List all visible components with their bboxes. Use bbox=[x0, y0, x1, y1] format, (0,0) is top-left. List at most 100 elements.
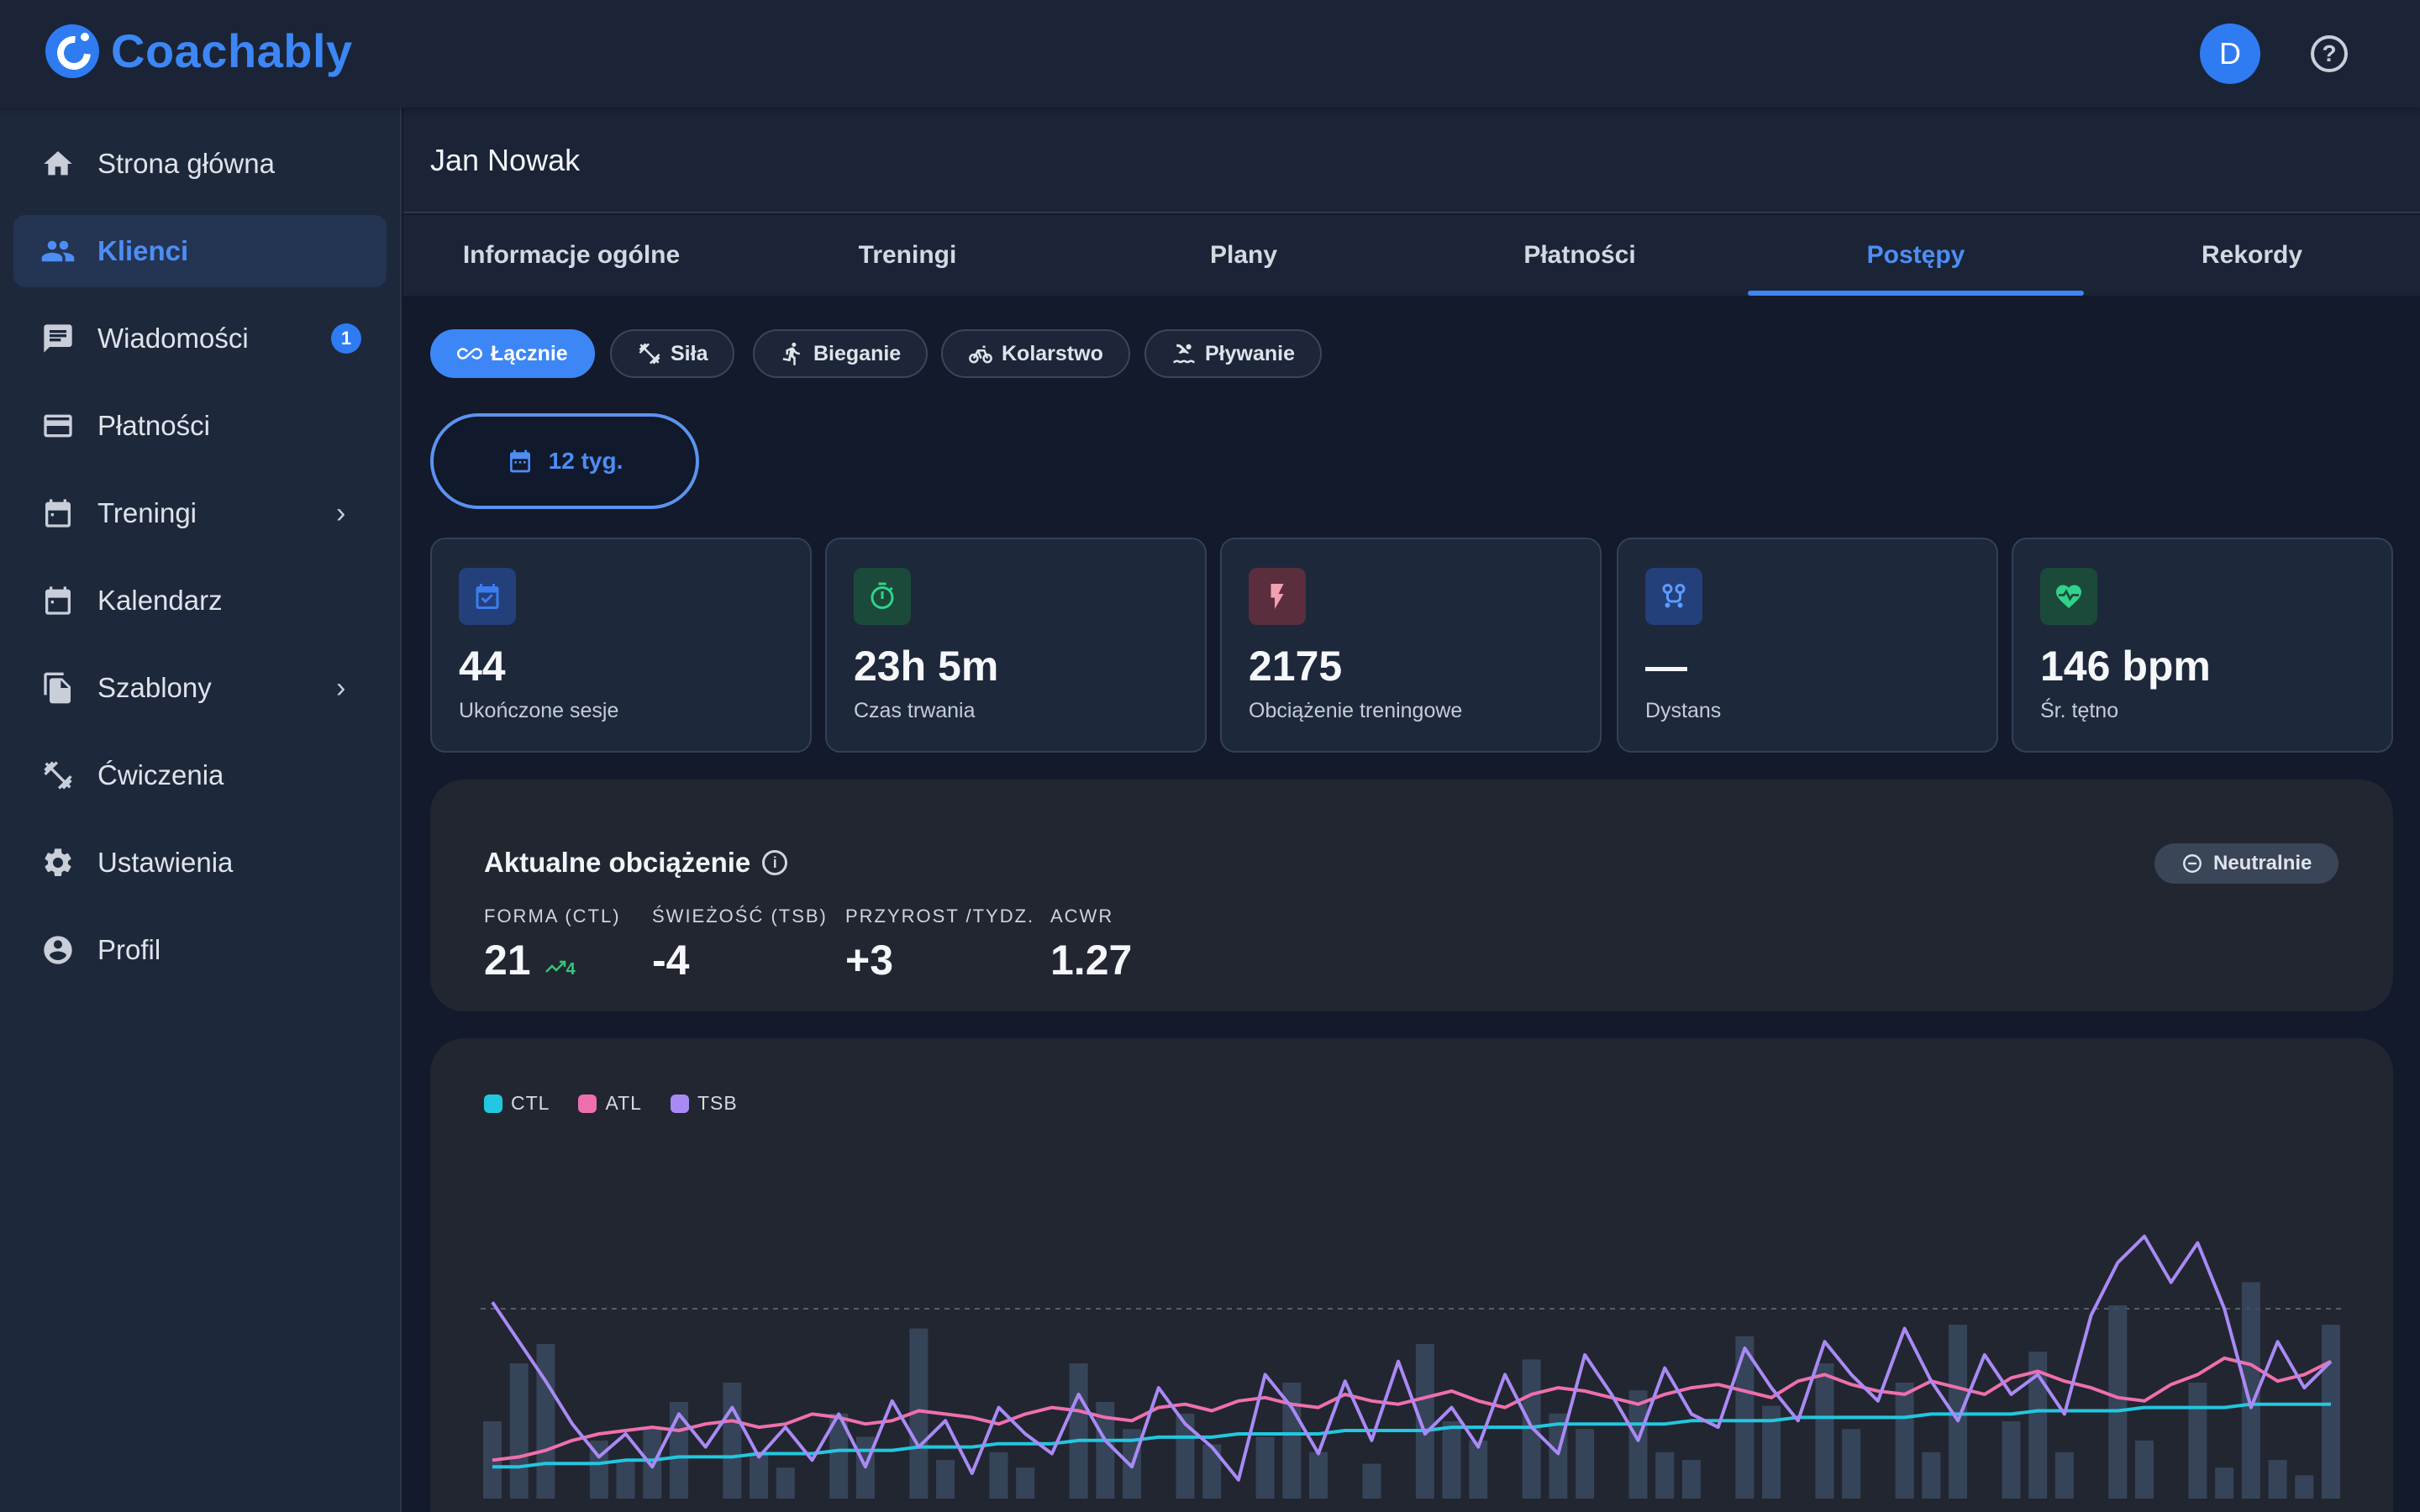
stat-card-duration: 23h 5m Czas trwania bbox=[825, 538, 1207, 753]
filter-chip-swimming[interactable]: Pływanie bbox=[1144, 329, 1322, 378]
tab-plans[interactable]: Plany bbox=[1209, 241, 1278, 269]
metric-label: FORMA (CTL) bbox=[484, 906, 621, 927]
calendar-icon bbox=[40, 583, 76, 618]
sidebar-item-calendar[interactable]: Kalendarz bbox=[13, 564, 387, 637]
timer-icon bbox=[854, 568, 911, 625]
chart-legend: CTL ATL TSB bbox=[484, 1092, 738, 1115]
stat-label: Ukończone sesje bbox=[459, 699, 619, 722]
sidebar-item-label: Ustawienia bbox=[97, 847, 234, 878]
credit-card-icon bbox=[40, 408, 76, 444]
metric-ctl: FORMA (CTL) 21 4 bbox=[484, 906, 621, 984]
chevron-right-icon: › bbox=[336, 671, 346, 704]
stat-value: 2175 bbox=[1249, 643, 1343, 690]
stat-card-sessions: 44 Ukończone sesje bbox=[430, 538, 812, 753]
period-selector[interactable]: 12 tyg. bbox=[430, 413, 699, 509]
stat-label: Śr. tętno bbox=[2040, 699, 2119, 722]
load-bar bbox=[2054, 1452, 2074, 1499]
load-bar bbox=[536, 1344, 555, 1499]
chip-label: Pływanie bbox=[1205, 341, 1295, 365]
stat-value: — bbox=[1645, 643, 1687, 690]
load-bar bbox=[1815, 1363, 1834, 1499]
copy-icon bbox=[40, 670, 76, 706]
load-bar bbox=[509, 1363, 529, 1499]
load-bar bbox=[2268, 1460, 2287, 1499]
sidebar-item-profile[interactable]: Profil bbox=[13, 914, 387, 986]
stat-value: 146 bpm bbox=[2040, 643, 2211, 690]
sidebar-item-settings[interactable]: Ustawienia bbox=[13, 827, 387, 899]
stat-value: 44 bbox=[459, 643, 506, 690]
tab-progress[interactable]: Postępy bbox=[1748, 215, 2084, 296]
trend-value: 4 bbox=[566, 960, 576, 979]
stat-label: Obciążenie treningowe bbox=[1249, 699, 1463, 722]
info-icon[interactable]: i bbox=[762, 850, 788, 875]
top-bar: Coachably D ? bbox=[0, 0, 2420, 108]
calendar-check-icon bbox=[459, 568, 516, 625]
help-icon[interactable]: ? bbox=[2311, 35, 2348, 72]
legend-item-ctl[interactable]: CTL bbox=[484, 1092, 550, 1115]
load-bar bbox=[1309, 1452, 1328, 1499]
sidebar-item-templates[interactable]: Szablony › bbox=[13, 652, 387, 724]
filter-chip-strength[interactable]: Siła bbox=[610, 329, 735, 378]
tab-payments[interactable]: Płatności bbox=[1523, 241, 1636, 269]
tab-general-info[interactable]: Informacje ogólne bbox=[462, 241, 681, 269]
calendar-icon bbox=[40, 496, 76, 531]
load-bar bbox=[1016, 1467, 1035, 1499]
load-bar bbox=[1681, 1460, 1701, 1499]
sidebar: Strona główna Klienci Wiadomości 1 Płatn… bbox=[0, 108, 402, 1512]
load-bar bbox=[2188, 1383, 2207, 1499]
app-logo[interactable]: Coachably bbox=[45, 24, 353, 78]
avatar[interactable]: D bbox=[2200, 24, 2260, 84]
legend-item-tsb[interactable]: TSB bbox=[670, 1092, 738, 1115]
users-icon bbox=[40, 234, 76, 269]
load-bar bbox=[750, 1452, 769, 1499]
metric-label: PRZYROST /TYDZ. bbox=[845, 906, 1035, 927]
sidebar-item-workouts[interactable]: Treningi › bbox=[13, 477, 387, 549]
tab-records[interactable]: Rekordy bbox=[2201, 241, 2303, 269]
filter-chip-cycling[interactable]: Kolarstwo bbox=[941, 329, 1130, 378]
chip-label: Bieganie bbox=[813, 341, 902, 365]
sidebar-item-messages[interactable]: Wiadomości 1 bbox=[13, 302, 387, 375]
legend-label: CTL bbox=[511, 1092, 550, 1114]
chip-label: Kolarstwo bbox=[1002, 341, 1103, 365]
load-bar bbox=[2028, 1352, 2048, 1499]
legend-label: ATL bbox=[605, 1092, 642, 1114]
load-bar bbox=[1442, 1421, 1461, 1499]
load-bar bbox=[1069, 1363, 1088, 1499]
app-name: Coachably bbox=[111, 24, 353, 77]
gear-icon bbox=[40, 845, 76, 880]
load-bar bbox=[989, 1452, 1008, 1499]
minus-circle-icon bbox=[2183, 854, 2202, 873]
stat-card-distance: — Dystans bbox=[1617, 538, 1998, 753]
sidebar-item-exercises[interactable]: Ćwiczenia bbox=[13, 739, 387, 811]
load-bar bbox=[2322, 1325, 2340, 1499]
load-bar bbox=[1949, 1325, 1968, 1499]
sidebar-item-label: Wiadomości bbox=[97, 323, 249, 354]
filter-chip-all[interactable]: Łącznie bbox=[430, 329, 595, 378]
account-circle-icon bbox=[40, 932, 76, 968]
load-bar bbox=[1762, 1405, 1781, 1499]
filter-chip-running[interactable]: Bieganie bbox=[753, 329, 929, 378]
metric-label: ACWR bbox=[1050, 906, 1114, 927]
load-bar bbox=[909, 1328, 929, 1499]
tab-workouts[interactable]: Treningi bbox=[858, 241, 957, 269]
sidebar-item-label: Ćwiczenia bbox=[97, 759, 224, 790]
sidebar-item-home[interactable]: Strona główna bbox=[13, 128, 387, 200]
sidebar-item-clients[interactable]: Klienci bbox=[13, 215, 387, 287]
load-bar bbox=[1469, 1441, 1488, 1499]
message-icon bbox=[40, 321, 76, 356]
sidebar-item-label: Klienci bbox=[97, 235, 189, 266]
route-icon bbox=[1645, 568, 1702, 625]
sidebar-item-payments[interactable]: Płatności bbox=[13, 390, 387, 462]
load-bar bbox=[1255, 1436, 1275, 1499]
metric-label: ŚWIEŻOŚĆ (TSB) bbox=[652, 906, 828, 927]
metric-value: +3 bbox=[845, 937, 894, 984]
load-bar bbox=[1842, 1429, 1861, 1499]
series-line-tsb bbox=[491, 1234, 2333, 1482]
load-bar bbox=[2002, 1421, 2021, 1499]
load-bar bbox=[1576, 1429, 1595, 1499]
chip-label: Łącznie bbox=[491, 341, 568, 365]
bike-icon bbox=[969, 345, 992, 364]
load-bar bbox=[2135, 1441, 2154, 1499]
legend-item-atl[interactable]: ATL bbox=[578, 1092, 641, 1115]
metric-value-text: 21 bbox=[484, 937, 531, 984]
